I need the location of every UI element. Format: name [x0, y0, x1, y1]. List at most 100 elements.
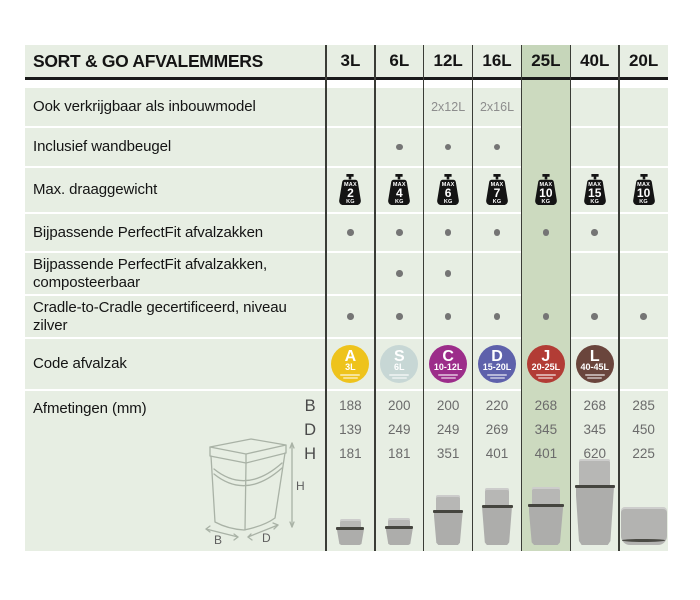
cell-perfectfit-6l: [374, 214, 424, 251]
cell-draaggewicht-6l: MAX 4 KG: [374, 168, 424, 212]
bag-code-badge-j: J 20-25L: [526, 345, 565, 383]
feature-dot-icon: [347, 313, 354, 320]
bin-lid: [436, 495, 460, 510]
bag-size-label: 10-12L: [433, 361, 463, 372]
bag-code-letter: S: [393, 347, 405, 365]
feature-dot-icon: [444, 270, 452, 277]
bin-silhouette-icon: [433, 495, 464, 545]
bag-size-label: 15-20L: [482, 361, 512, 372]
dimension-value-d: 345: [583, 422, 606, 437]
cell-composteerbaar-16l: [472, 253, 522, 294]
dimension-value-d: 249: [388, 422, 411, 437]
cell-afmetingen-25l: 268 345 401: [521, 391, 570, 551]
column-header-20l: 20L: [619, 45, 669, 77]
table-row-composteerbaar: Bijpassende PerfectFit afvalzakken, comp…: [25, 253, 669, 294]
bag-code-badge-c: C 10-12L: [429, 345, 468, 383]
max-weight-icon: MAX 15 KG: [581, 173, 609, 207]
sketch-d-label: D: [262, 531, 271, 545]
dim-letter-d: D: [304, 421, 316, 439]
bag-code-letter: L: [589, 347, 600, 365]
bag-fine-print: [389, 373, 410, 376]
table-row-inbouwmodel: Ook verkrijgbaar als inbouwmodel 2x12L 2x…: [25, 88, 669, 126]
max-weight-icon: MAX 10 KG: [532, 173, 560, 207]
dimension-value-h: 225: [632, 446, 655, 461]
feature-dot-icon: [542, 229, 550, 236]
bag-code-letter: J: [541, 347, 551, 365]
dimension-value-h: 181: [339, 446, 362, 461]
feature-dot-icon: [396, 143, 403, 151]
bin-lid: [339, 519, 362, 527]
column-separator: [520, 45, 523, 551]
cell-afmetingen-12l: 200 249 351: [423, 391, 473, 551]
max-weight-text: MAX 7 KG: [490, 181, 504, 205]
dimension-value-b: 188: [339, 398, 362, 413]
bag-fine-print: [342, 376, 358, 379]
column-header-16l: 16L: [472, 45, 522, 77]
cell-inbouwmodel-3l: [326, 88, 375, 126]
column-separator: [325, 45, 327, 551]
bin-illustration-wrap: [473, 488, 522, 545]
cell-inbouwmodel-25l: [521, 88, 570, 126]
bin-body: [433, 513, 463, 545]
cell-perfectfit-20l: [619, 214, 669, 251]
cell-wandbeugel-12l: [423, 128, 473, 166]
bin-illustration-wrap: [424, 495, 473, 545]
cell-inbouwmodel-6l: [374, 88, 424, 126]
bin-illustration-wrap: [570, 459, 619, 545]
cell-cradle-3l: [326, 296, 375, 337]
row-label-cradle: Cradle-to-Cradle gecertificeerd, niveau …: [25, 296, 326, 337]
feature-dot-icon: [493, 143, 501, 151]
bin-silhouette-icon: [481, 488, 513, 545]
cell-draaggewicht-16l: MAX 7 KG: [472, 168, 522, 212]
cell-inbouwmodel-20l: [619, 88, 669, 126]
cell-code-20l: [619, 339, 669, 389]
row-label-perfectfit: Bijpassende PerfectFit afvalzakken: [25, 214, 326, 251]
cell-code-16l: D 15-20L: [472, 339, 522, 389]
max-weight-icon: MAX 2 KG: [336, 173, 364, 207]
bin-body: [482, 508, 512, 545]
cell-draaggewicht-25l: MAX 10 KG: [521, 168, 570, 212]
feature-dot-icon: [347, 229, 354, 236]
sketch-b-label: B: [214, 533, 222, 545]
cell-afmetingen-6l: 200 249 181: [374, 391, 424, 551]
bag-code-letter: A: [344, 347, 357, 365]
bag-code-badge-s: S 6L: [380, 345, 419, 383]
dimension-value-h: 401: [485, 446, 509, 461]
bin-silhouette-icon: [385, 518, 414, 545]
bin-lid: [484, 488, 510, 505]
bin-dimension-sketch: H B D: [205, 438, 305, 545]
dimension-value-h: 181: [388, 446, 411, 461]
column-header-25l: 25L: [521, 45, 571, 77]
bag-fine-print: [340, 373, 361, 376]
bin-silhouette-icon: [574, 459, 615, 545]
row-cells: [326, 214, 669, 251]
bin-rim: [336, 527, 365, 530]
column-separator: [422, 45, 425, 551]
cell-perfectfit-3l: [326, 214, 375, 251]
dimension-value-d: 450: [632, 422, 655, 437]
row-cells: [326, 296, 669, 337]
cell-cradle-25l: [521, 296, 570, 337]
cell-cradle-20l: [619, 296, 669, 337]
feature-dot-icon: [591, 229, 598, 236]
cell-composteerbaar-20l: [619, 253, 669, 294]
bag-size-label: 20-25L: [531, 361, 561, 372]
bag-size-label: 40-45L: [580, 361, 609, 372]
row-cells: 2x12L 2x16L: [326, 88, 669, 126]
cell-afmetingen-20l: 285 450 225: [619, 391, 669, 551]
max-weight-text: MAX 15 KG: [588, 181, 602, 205]
column-separator: [569, 45, 572, 551]
bag-fine-print: [440, 376, 456, 379]
table-row-draaggewicht: Max. draaggewicht MAX 2 KG MAX 4 KG MAX 6 KG MAX 7…: [25, 168, 669, 212]
dimension-value-h: 401: [534, 446, 558, 461]
row-cells: MAX 2 KG MAX 4 KG MAX 6 KG MAX 7 KG MAX 10 KG MAX 15 KG MA…: [326, 168, 669, 212]
table-body: Ook verkrijgbaar als inbouwmodel 2x12L 2x…: [25, 88, 669, 551]
max-weight-icon: MAX 7 KG: [483, 173, 511, 207]
cell-perfectfit-25l: [521, 214, 570, 251]
max-weight-text: MAX 2 KG: [344, 181, 357, 205]
cell-wandbeugel-3l: [326, 128, 375, 166]
cell-draaggewicht-20l: MAX 10 KG: [619, 168, 669, 212]
feature-dot-icon: [396, 229, 403, 236]
bag-fine-print: [587, 376, 603, 379]
